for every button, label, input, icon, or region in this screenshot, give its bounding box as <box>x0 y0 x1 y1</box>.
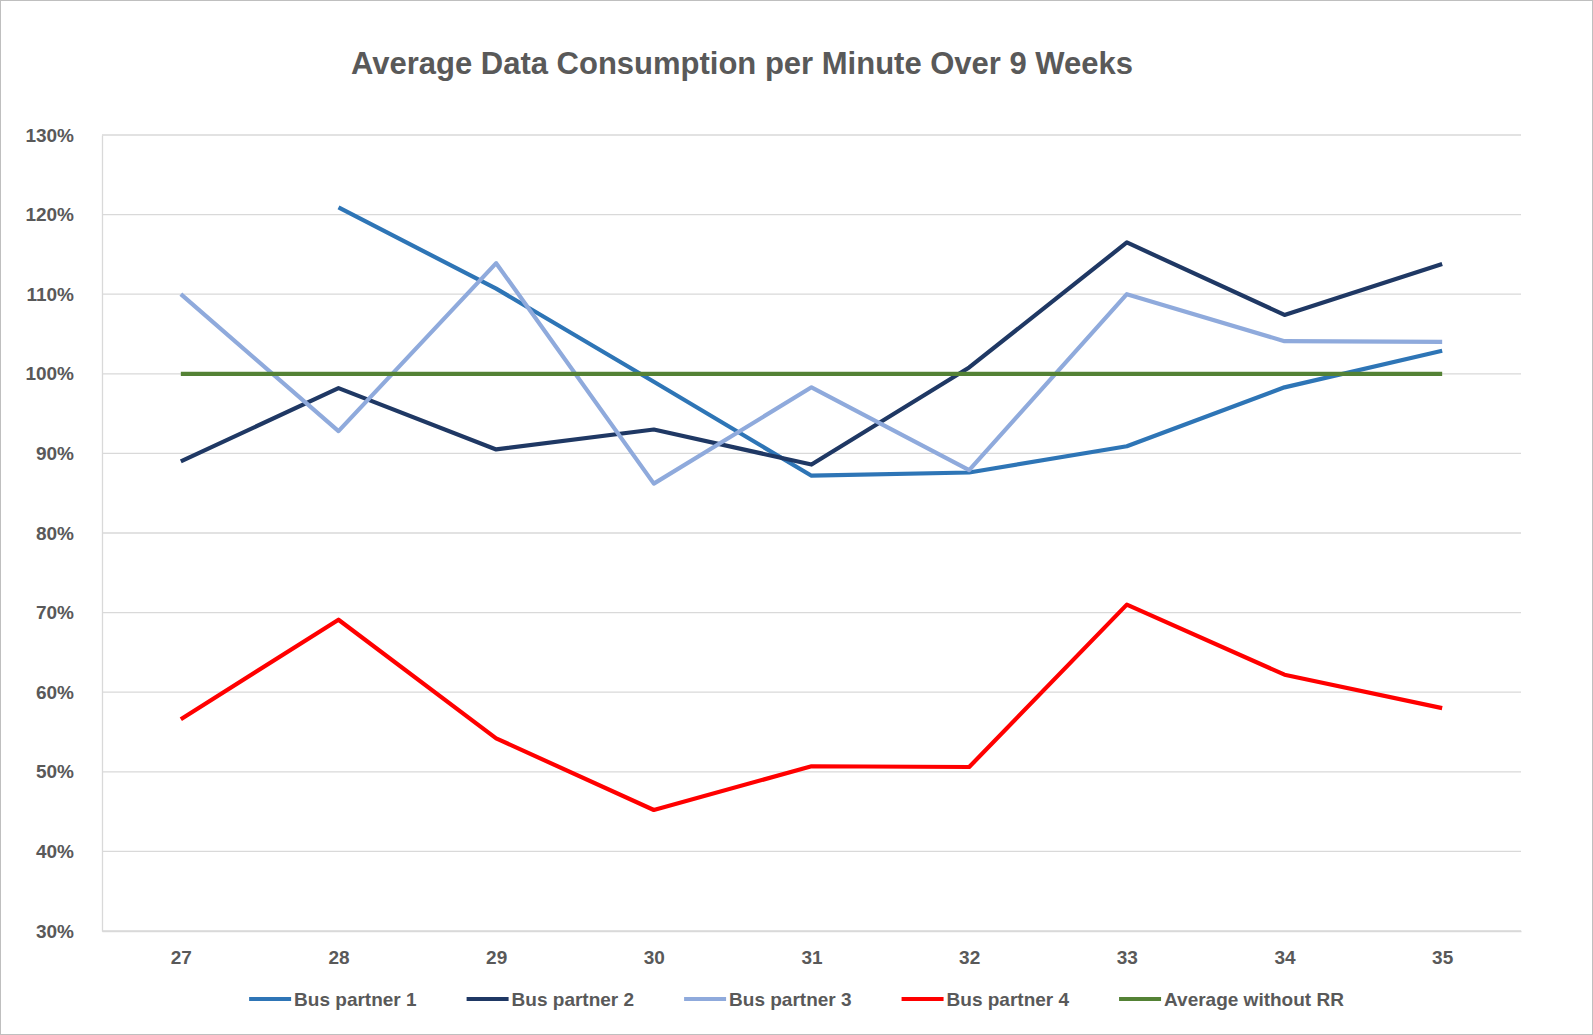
legend-item: Bus partner 4 <box>902 989 1070 1010</box>
grid-line <box>102 771 1521 772</box>
y-tick: 80% <box>36 523 102 544</box>
legend-swatch <box>684 997 726 1001</box>
legend-swatch <box>902 997 944 1001</box>
y-tick-label: 120% <box>25 204 74 225</box>
legend-item: Average without RR <box>1119 989 1344 1010</box>
x-tick-label: 31 <box>801 947 823 968</box>
y-tick-label: 30% <box>36 921 74 942</box>
y-tick-label: 100% <box>25 363 74 384</box>
chart-border <box>1 1 1593 1035</box>
grid-line <box>102 930 1521 931</box>
x-tick-label: 27 <box>171 947 192 968</box>
y-tick: 40% <box>36 841 102 862</box>
legend-swatch <box>1119 997 1161 1001</box>
x-tick-label: 35 <box>1432 947 1454 968</box>
grid-line <box>102 373 1521 374</box>
grid-line <box>102 134 1521 135</box>
legend-item: Bus partner 1 <box>249 989 417 1010</box>
x-tick: 28 <box>328 931 349 968</box>
legend-swatch <box>467 997 509 1001</box>
y-tick: 100% <box>25 363 102 384</box>
chart: Average Data Consumption per Minute Over… <box>0 0 1593 1035</box>
grid-line <box>102 294 1521 295</box>
y-tick: 60% <box>36 682 102 703</box>
y-tick: 30% <box>36 921 102 942</box>
series-line <box>181 263 1442 483</box>
y-tick-label: 90% <box>36 443 74 464</box>
x-tick: 35 <box>1432 931 1454 968</box>
legend-label: Bus partner 1 <box>294 989 417 1010</box>
x-tick-label: 28 <box>328 947 349 968</box>
y-tick-label: 70% <box>36 602 74 623</box>
grid-line <box>102 453 1521 454</box>
y-tick-label: 80% <box>36 523 74 544</box>
y-tick: 120% <box>25 204 102 225</box>
grid-line <box>102 532 1521 533</box>
legend: Bus partner 1 Bus partner 2 Bus partner 3 B… <box>249 989 1344 1010</box>
y-tick-label: 60% <box>36 682 74 703</box>
grid-line <box>102 692 1521 693</box>
legend-swatch <box>249 997 291 1001</box>
x-tick-label: 29 <box>486 947 507 968</box>
grid-line <box>102 612 1521 613</box>
y-tick-label: 50% <box>36 761 74 782</box>
grid-line <box>102 214 1521 215</box>
series-line <box>181 605 1442 810</box>
chart-title: Average Data Consumption per Minute Over… <box>351 46 1133 81</box>
grid-line <box>102 851 1521 852</box>
x-tick: 33 <box>1117 931 1138 968</box>
y-axis: 30% 40% 50% 60% 70% 80% 90% 100% 110% 120% 130% <box>25 125 102 942</box>
series-line <box>181 372 1442 376</box>
x-tick: 27 <box>171 931 192 968</box>
grid <box>102 135 1521 931</box>
y-tick-label: 40% <box>36 841 74 862</box>
x-tick-label: 32 <box>959 947 980 968</box>
x-tick-label: 30 <box>644 947 665 968</box>
x-tick: 34 <box>1274 931 1296 968</box>
y-tick: 50% <box>36 761 102 782</box>
legend-label: Bus partner 4 <box>947 989 1070 1010</box>
x-tick: 32 <box>959 931 980 968</box>
y-tick: 130% <box>25 125 102 146</box>
x-tick: 29 <box>486 931 507 968</box>
series-line <box>339 207 1443 475</box>
x-axis-line <box>103 931 1522 932</box>
y-tick: 110% <box>26 284 102 305</box>
y-tick-label: 130% <box>25 125 74 146</box>
x-tick: 31 <box>801 931 823 968</box>
legend-label: Bus partner 3 <box>729 989 851 1010</box>
x-tick-label: 34 <box>1274 947 1296 968</box>
x-axis: 27 28 29 30 31 32 33 34 35 <box>103 931 1522 968</box>
legend-label: Average without RR <box>1164 989 1344 1010</box>
x-tick: 30 <box>644 931 665 968</box>
y-tick: 70% <box>36 602 102 623</box>
y-tick-label: 110% <box>26 284 74 305</box>
y-tick: 90% <box>36 443 102 464</box>
y-axis-line <box>102 136 103 932</box>
legend-item: Bus partner 2 <box>467 989 634 1010</box>
plot-area <box>181 207 1442 810</box>
series-line <box>181 242 1442 464</box>
x-tick-label: 33 <box>1117 947 1138 968</box>
legend-label: Bus partner 2 <box>512 989 634 1010</box>
legend-item: Bus partner 3 <box>684 989 851 1010</box>
